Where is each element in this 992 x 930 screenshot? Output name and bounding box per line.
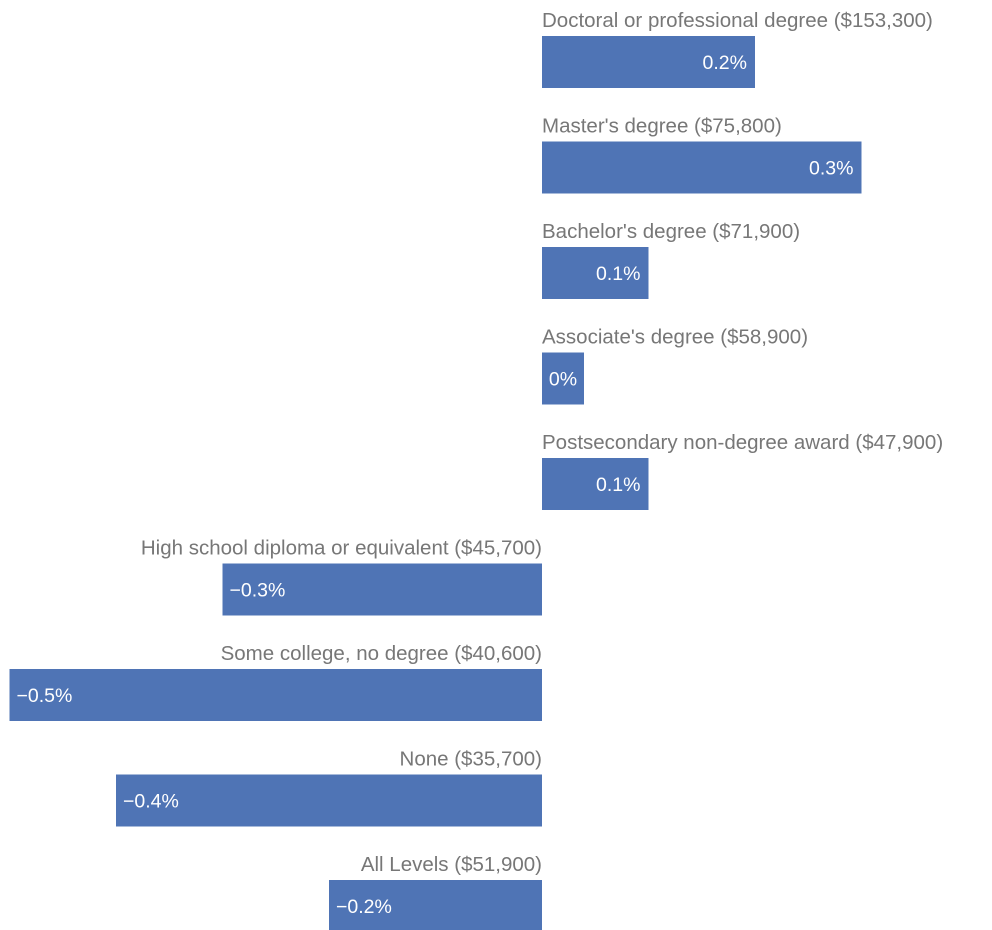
category-label: High school diploma or equivalent ($45,7…	[141, 537, 542, 560]
value-label: −0.4%	[123, 791, 179, 813]
value-label: 0.1%	[596, 474, 640, 496]
bar	[542, 141, 862, 194]
category-label: Bachelor's degree ($71,900)	[542, 220, 800, 243]
value-label: 0%	[549, 369, 577, 391]
value-label: 0.1%	[596, 263, 640, 285]
bar	[9, 669, 542, 721]
value-label: 0.2%	[703, 52, 747, 74]
category-label: Associate's degree ($58,900)	[542, 326, 808, 349]
bar	[116, 774, 542, 827]
value-label: 0.3%	[809, 158, 853, 180]
bar	[222, 563, 542, 616]
value-label: −0.5%	[17, 685, 73, 707]
bar	[542, 352, 584, 405]
bar	[542, 458, 649, 510]
category-label: None ($35,700)	[400, 748, 542, 771]
category-label: Postsecondary non-degree award ($47,900)	[542, 431, 943, 454]
category-label: Master's degree ($75,800)	[542, 115, 782, 138]
value-label: −0.3%	[230, 580, 286, 602]
category-label: Doctoral or professional degree ($153,30…	[542, 9, 933, 32]
bar	[329, 880, 542, 930]
bar	[542, 247, 649, 299]
category-label: All Levels ($51,900)	[361, 853, 542, 876]
category-label: Some college, no degree ($40,600)	[221, 642, 542, 665]
value-label: −0.2%	[336, 896, 392, 918]
bar	[542, 36, 755, 88]
